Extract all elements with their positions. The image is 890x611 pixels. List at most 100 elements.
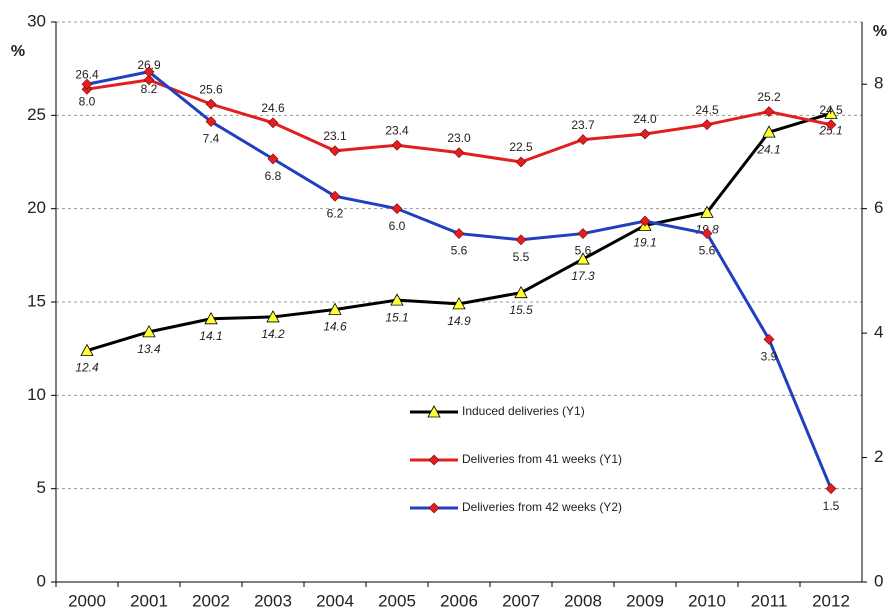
data-label: 23.4 [385, 123, 409, 137]
y-tick-label: 20 [27, 198, 46, 217]
x-tick-label: 2006 [440, 591, 478, 610]
data-label: 5.6 [451, 244, 468, 258]
marker [267, 117, 279, 129]
data-label: 24.0 [633, 112, 657, 126]
data-label: 25.6 [199, 82, 223, 96]
marker [80, 343, 94, 356]
marker [701, 119, 713, 131]
marker [639, 215, 651, 227]
marker [329, 145, 341, 157]
marker [143, 74, 155, 86]
y-tick-label: 5 [37, 478, 46, 497]
marker [763, 106, 775, 118]
data-label: 14.2 [261, 327, 285, 341]
y2-tick-label: 0 [874, 571, 883, 590]
data-label: 7.4 [203, 132, 220, 146]
x-tick-label: 2003 [254, 591, 292, 610]
legend-label: Deliveries from 42 weeks (Y2) [462, 500, 622, 514]
data-label: 14.6 [323, 320, 347, 334]
marker [763, 333, 775, 345]
marker [576, 252, 590, 265]
marker [515, 234, 527, 246]
data-label: 17.3 [571, 269, 595, 283]
y2-tick-label: 2 [874, 447, 883, 466]
data-label: 23.7 [571, 118, 595, 132]
legend-label: Induced deliveries (Y1) [462, 404, 585, 418]
data-label: 15.1 [385, 310, 408, 324]
data-label: 25.1 [818, 124, 842, 138]
marker [267, 153, 279, 165]
y-tick-label: 30 [27, 11, 46, 30]
marker [428, 454, 440, 466]
marker [428, 502, 440, 514]
marker [701, 228, 713, 239]
y2-axis-label: % [873, 23, 887, 40]
data-label: 6.2 [327, 206, 344, 220]
x-tick-label: 2002 [192, 591, 230, 610]
data-label: 25.2 [757, 90, 781, 104]
data-label: 1.5 [823, 499, 840, 513]
marker [515, 156, 527, 168]
marker [824, 106, 838, 119]
marker [514, 285, 528, 299]
marker [266, 310, 280, 323]
marker [577, 134, 589, 146]
data-label: 14.1 [199, 329, 222, 343]
data-label: 23.1 [323, 129, 347, 143]
data-label: 26.4 [75, 67, 99, 81]
data-label: 6.0 [389, 219, 406, 233]
y-axis-label: % [11, 43, 25, 60]
data-label: 22.5 [509, 140, 533, 154]
marker [391, 203, 403, 215]
data-label: 24.5 [819, 103, 843, 117]
data-label: 5.5 [513, 250, 530, 264]
x-tick-label: 2011 [751, 591, 788, 610]
marker [391, 139, 403, 151]
data-label: 24.1 [756, 142, 780, 156]
marker [453, 228, 465, 239]
data-label: 6.8 [265, 169, 282, 183]
y-tick-label: 10 [27, 385, 46, 404]
data-label: 23.0 [447, 131, 471, 145]
data-label: 8.0 [79, 94, 96, 108]
y-tick-label: 0 [37, 571, 46, 590]
marker [142, 325, 156, 338]
data-label: 24.5 [695, 103, 719, 117]
x-tick-label: 2007 [502, 591, 540, 610]
data-label: 8.2 [141, 82, 158, 96]
data-label: 19.1 [633, 236, 656, 250]
data-label: 5.6 [575, 244, 592, 258]
marker [427, 405, 441, 418]
data-label: 12.4 [75, 361, 99, 375]
x-tick-label: 2010 [688, 591, 726, 610]
y2-tick-label: 4 [874, 323, 883, 342]
marker [762, 125, 776, 138]
data-label: 26.9 [137, 58, 161, 72]
marker [639, 128, 651, 140]
marker [825, 119, 837, 131]
x-tick-label: 2000 [68, 591, 106, 610]
y-tick-label: 25 [27, 105, 46, 124]
marker [328, 302, 342, 315]
x-tick-label: 2008 [564, 591, 602, 610]
marker [825, 483, 837, 495]
x-tick-label: 2001 [130, 591, 168, 610]
marker [390, 293, 404, 306]
x-tick-label: 2004 [316, 591, 354, 610]
marker [577, 228, 589, 239]
marker [452, 297, 466, 310]
marker [205, 98, 217, 110]
marker [204, 311, 218, 325]
y2-tick-label: 8 [874, 74, 883, 93]
marker [143, 66, 155, 78]
y-tick-label: 15 [27, 291, 46, 310]
data-label: 15.5 [509, 303, 533, 317]
data-label: 5.6 [699, 244, 716, 258]
data-label: 13.4 [137, 342, 161, 356]
marker [700, 205, 714, 218]
legend-label: Deliveries from 41 weeks (Y1) [462, 452, 622, 466]
marker [205, 116, 217, 127]
marker [329, 190, 341, 202]
